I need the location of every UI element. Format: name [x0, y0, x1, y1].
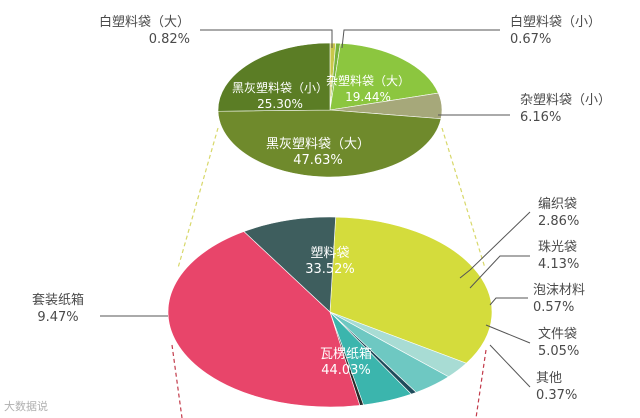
top-value-0: 0.82% [149, 32, 190, 47]
bottom-label-4: 文件袋 [538, 327, 577, 342]
connector-right [441, 127, 486, 269]
bottom-value-7: 9.47% [37, 310, 78, 325]
bottom-leader-2 [469, 255, 530, 289]
bottom-pie [167, 216, 493, 408]
bottom-leader-1 [459, 211, 531, 279]
top-value-3: 6.16% [520, 110, 561, 125]
labels: 白塑料袋（大） 0.82% 白塑料袋（小） 0.67% 杂塑料袋（大） 19.44% 杂塑料… [32, 14, 611, 403]
top-slice-4 [217, 109, 442, 178]
bottom-leader-4 [485, 324, 531, 344]
connector-lines [171, 127, 487, 418]
top-label-4: 黑灰塑料袋（大） [266, 137, 370, 152]
bottom-slice-0 [329, 216, 493, 364]
connector-bottom-right [475, 349, 487, 418]
top-label-0: 白塑料袋（大） [99, 14, 190, 30]
top-leader-1 [341, 29, 500, 49]
top-value-1: 0.67% [510, 32, 551, 47]
bottom-value-2: 4.13% [538, 257, 579, 272]
bottom-value-5: 0.37% [536, 388, 577, 403]
connector-bottom-left [171, 344, 183, 418]
bottom-label-6: 瓦楞纸箱 [320, 346, 372, 362]
top-label-1: 白塑料袋（小） [510, 14, 601, 30]
bottom-label-7: 套装纸箱 [32, 292, 84, 308]
top-label-3: 杂塑料袋（小） [520, 93, 611, 108]
bottom-leader-5 [489, 344, 531, 388]
bottom-value-0: 33.52% [305, 262, 355, 277]
connector-left [177, 127, 219, 269]
bottom-value-3: 0.57% [533, 300, 574, 315]
bottom-leader-3 [489, 297, 528, 306]
bottom-slice-6 [167, 231, 361, 408]
bottom-value-6: 44.03% [321, 363, 371, 378]
bottom-label-3: 泡沫材料 [533, 283, 585, 298]
bottom-value-1: 2.86% [538, 214, 579, 229]
top-value-5: 25.30% [257, 97, 303, 111]
watermark: 大数据说 [4, 400, 48, 413]
bottom-value-4: 5.05% [538, 344, 579, 359]
bottom-slice-7 [243, 216, 336, 313]
bottom-label-1: 编织袋 [538, 197, 577, 212]
bottom-label-2: 珠光袋 [538, 240, 577, 255]
top-leader-0 [200, 29, 333, 48]
top-slice-2 [329, 42, 439, 111]
top-value-4: 47.63% [293, 153, 343, 168]
top-slice-5 [217, 42, 331, 112]
top-value-2: 19.44% [345, 90, 391, 104]
bottom-label-0: 塑料袋 [310, 246, 349, 261]
bottom-label-5: 其他 [536, 371, 562, 386]
top-label-5: 黑灰塑料袋（小） [232, 80, 328, 95]
top-pie [217, 42, 443, 178]
top-label-2: 杂塑料袋（大） [326, 73, 410, 88]
